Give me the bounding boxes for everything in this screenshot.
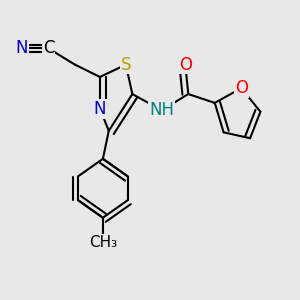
Text: NH: NH [149,101,174,119]
Text: CH₃: CH₃ [89,235,117,250]
Text: O: O [235,79,248,97]
Text: S: S [121,56,131,74]
Text: O: O [179,56,192,74]
Text: C: C [43,39,54,57]
Text: N: N [94,100,106,118]
Text: N: N [16,39,28,57]
